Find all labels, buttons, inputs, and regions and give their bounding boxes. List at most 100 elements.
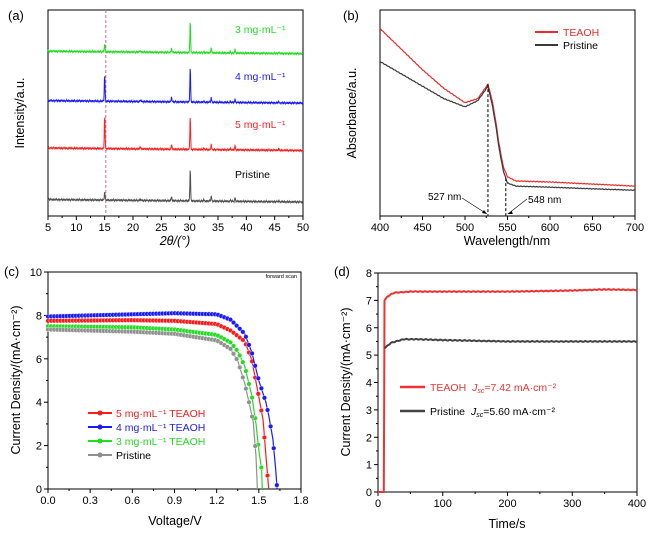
jv-marker: [249, 395, 255, 401]
legend-label: 5 mg·mL⁻¹ TEAOH: [116, 408, 205, 420]
y-tick-label: 3: [366, 405, 372, 417]
jv-marker: [274, 482, 280, 488]
panel-label-c: (c): [4, 264, 19, 279]
x-tick-label: 400: [628, 498, 646, 510]
x-tick-label: 0.3: [83, 495, 98, 507]
jv-marker: [240, 374, 246, 380]
jv-marker: [252, 363, 258, 369]
arrowhead-527: [481, 210, 487, 214]
jv-marker: [258, 465, 264, 471]
y-tick-label: 0: [36, 484, 42, 496]
jv-marker: [261, 395, 267, 401]
jv-marker: [246, 342, 252, 348]
jv-marker: [271, 445, 277, 451]
x-tick-label: 5: [45, 222, 51, 234]
xrd-series-2: [47, 68, 304, 106]
jv-marker: [261, 434, 267, 440]
jv-marker: [265, 473, 271, 479]
legend-pristine: Pristine: [563, 40, 598, 52]
jv-marker: [234, 323, 240, 329]
x-tick-label: 650: [583, 222, 601, 234]
ylabel-b: Absorbance/a.u.: [345, 67, 359, 158]
xlabel-b: Wavelength/nm: [464, 234, 550, 248]
y-tick-label: 2: [36, 441, 42, 453]
jv-marker: [227, 317, 233, 323]
annotation-548: 548 nm: [528, 195, 561, 206]
x-tick-label: 1.5: [251, 495, 266, 507]
x-tick-label: 0.9: [167, 495, 182, 507]
jv-marker: [243, 334, 249, 340]
jv-marker: [252, 443, 258, 449]
jv-marker: [255, 391, 261, 397]
jv-marker: [234, 356, 240, 362]
legend-marker: [97, 410, 103, 416]
x-tick-label: 300: [563, 498, 581, 510]
plot-frame-b: [379, 9, 636, 217]
x-tick-label: 0.0: [40, 495, 55, 507]
jv-marker: [258, 385, 264, 391]
y-tick-label: 8: [36, 310, 42, 322]
jv-marker: [240, 337, 246, 343]
panel-label-a: (a): [8, 8, 24, 23]
y-tick-label: 4: [36, 397, 42, 409]
jv-marker: [227, 339, 233, 345]
jt-curve-0: [378, 288, 638, 493]
x-tick-label: 1.2: [209, 495, 224, 507]
jv-marker: [237, 352, 243, 358]
annotation-527: 527 nm: [428, 192, 461, 203]
x-tick-label: 0: [375, 498, 381, 510]
y-tick-label: 5: [366, 350, 372, 362]
xlabel-d: Time/s: [488, 517, 525, 531]
arrowhead-548: [507, 211, 513, 214]
x-tick-label: 10: [70, 222, 82, 234]
x-tick-label: 35: [212, 222, 224, 234]
x-tick-label: 40: [240, 222, 252, 234]
x-tick-label: 25: [155, 222, 167, 234]
x-tick-label: 30: [184, 222, 196, 234]
jv-marker: [231, 351, 237, 357]
plot-frame-a: [47, 9, 304, 217]
x-tick-label: 450: [413, 222, 431, 234]
absorbance-series-0: [379, 27, 635, 187]
ylabel-d: Current Density/(mA·cm⁻²): [339, 308, 353, 457]
x-tick-label: 20: [127, 222, 139, 234]
y-tick-label: 8: [366, 268, 372, 280]
legend-c: 5 mg·mL⁻¹ TEAOH 4 mg·mL⁻¹ TEAOH 3 mg·mL⁻¹ …: [88, 408, 205, 462]
plot-frame-d: [377, 272, 638, 493]
legend-pristine-d: Pristine Jsc=5.60 mA·cm⁻²: [430, 406, 556, 419]
y-tick-label: 2: [366, 432, 372, 444]
legend-teaoh-d: TEAOH Jsc=7.42 mA·cm⁻²: [430, 382, 557, 395]
legend-marker: [97, 452, 103, 458]
x-tick-label: 15: [99, 222, 111, 234]
jv-marker: [231, 343, 237, 349]
xlabel-c: Voltage/V: [148, 514, 202, 528]
jv-marker: [249, 414, 255, 420]
xlabel-a: 2θ/(°): [159, 234, 191, 248]
y-tick-label: 6: [36, 354, 42, 366]
y-tick-label: 7: [366, 295, 372, 307]
x-tick-label: 50: [297, 222, 309, 234]
jv-marker: [231, 320, 237, 326]
jv-marker: [234, 347, 240, 353]
ylabel-a: Intensity/a.u.: [13, 78, 27, 149]
x-tick-label: 0.6: [125, 495, 140, 507]
label-3mg: 3 mg·mL⁻¹: [235, 24, 286, 36]
panel-label-d: (d): [334, 264, 350, 279]
jv-marker: [246, 399, 252, 405]
jv-marker: [268, 423, 274, 429]
label-5mg: 5 mg·mL⁻¹: [235, 119, 286, 131]
x-tick-label: 200: [498, 498, 516, 510]
arrow-548: [507, 198, 528, 215]
x-tick-label: 100: [434, 498, 452, 510]
jv-marker: [246, 381, 252, 387]
jv-marker: [227, 346, 233, 352]
panel-label-b: (b): [343, 8, 359, 23]
y-tick-label: 1: [366, 460, 372, 472]
xrd-series-0: [47, 170, 304, 205]
jt-curve-1: [383, 337, 638, 350]
x-tick-label: 500: [456, 222, 474, 234]
legend-marker: [97, 424, 103, 430]
xrd-series-1: [47, 117, 304, 153]
xrd-series-3: [47, 22, 304, 56]
